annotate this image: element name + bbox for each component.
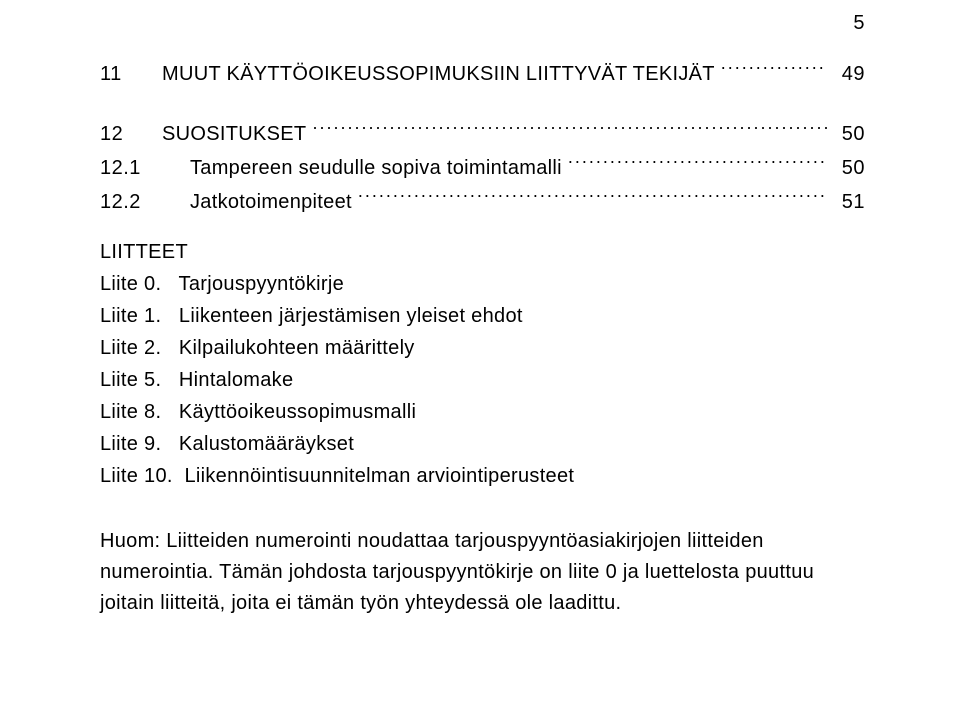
attachment-label: Kalustomääräykset — [179, 433, 354, 455]
toc-entry: 12.1 Tampereen seudulle sopiva toimintam… — [100, 150, 865, 184]
attachment-item: Liite 8. Käyttöoikeussopimusmalli — [100, 396, 865, 428]
attachment-number: Liite 9. — [100, 433, 161, 455]
toc-number: 12.2 — [100, 186, 162, 218]
page-number: 5 — [853, 12, 865, 35]
attachment-label: Käyttöoikeussopimusmalli — [179, 401, 416, 423]
dot-leader: ........................................… — [721, 56, 827, 80]
toc-page: 49 — [833, 58, 865, 90]
toc-label: Jatkotoimenpiteet — [190, 186, 352, 218]
attachment-number: Liite 8. — [100, 401, 161, 423]
dot-leader: ........................................… — [312, 116, 827, 140]
attachment-item: Liite 9. Kalustomääräykset — [100, 428, 865, 460]
attachment-label: Tarjouspyyntökirje — [179, 273, 344, 295]
table-of-contents: 11 MUUT KÄYTTÖOIKEUSSOPIMUKSIIN LIITTYVÄ… — [100, 56, 865, 218]
document-page: 5 11 MUUT KÄYTTÖOIKEUSSOPIMUKSIIN LIITTY… — [0, 0, 960, 715]
attachment-number: Liite 5. — [100, 369, 161, 391]
attachment-label: Kilpailukohteen määrittely — [179, 337, 415, 359]
attachment-label: Liikennöintisuunnitelman arviointiperust… — [184, 465, 574, 487]
attachments-heading: LIITTEET — [100, 236, 865, 268]
toc-entry: 12.2 Jatkotoimenpiteet .................… — [100, 184, 865, 218]
attachment-label: Liikenteen järjestämisen yleiset ehdot — [179, 305, 523, 327]
attachment-number: Liite 1. — [100, 305, 161, 327]
toc-number: 12.1 — [100, 152, 162, 184]
attachment-label: Hintalomake — [179, 369, 293, 391]
dot-leader: ........................................… — [358, 184, 827, 208]
toc-number: 11 — [100, 58, 142, 90]
toc-entry: 12 SUOSITUKSET .........................… — [100, 116, 865, 150]
attachment-item: Liite 0. Tarjouspyyntökirje — [100, 268, 865, 300]
attachment-item: Liite 10. Liikennöintisuunnitelman arvio… — [100, 460, 865, 492]
toc-label: SUOSITUKSET — [162, 118, 306, 150]
toc-page: 50 — [833, 118, 865, 150]
toc-entry: 11 MUUT KÄYTTÖOIKEUSSOPIMUKSIIN LIITTYVÄ… — [100, 56, 865, 90]
toc-number: 12 — [100, 118, 142, 150]
attachment-item: Liite 1. Liikenteen järjestämisen yleise… — [100, 300, 865, 332]
attachment-number: Liite 10. — [100, 465, 173, 487]
note-paragraph: Huom: Liitteiden numerointi noudattaa ta… — [100, 526, 865, 619]
attachment-number: Liite 0. — [100, 273, 161, 295]
attachments-section: LIITTEET Liite 0. Tarjouspyyntökirje Lii… — [100, 236, 865, 492]
attachment-item: Liite 5. Hintalomake — [100, 364, 865, 396]
toc-page: 50 — [833, 152, 865, 184]
attachment-item: Liite 2. Kilpailukohteen määrittely — [100, 332, 865, 364]
spacer — [100, 90, 865, 116]
dot-leader: ........................................… — [568, 150, 827, 174]
toc-page: 51 — [833, 186, 865, 218]
attachment-number: Liite 2. — [100, 337, 161, 359]
toc-label: MUUT KÄYTTÖOIKEUSSOPIMUKSIIN LIITTYVÄT T… — [162, 58, 715, 90]
toc-label: Tampereen seudulle sopiva toimintamalli — [190, 152, 562, 184]
